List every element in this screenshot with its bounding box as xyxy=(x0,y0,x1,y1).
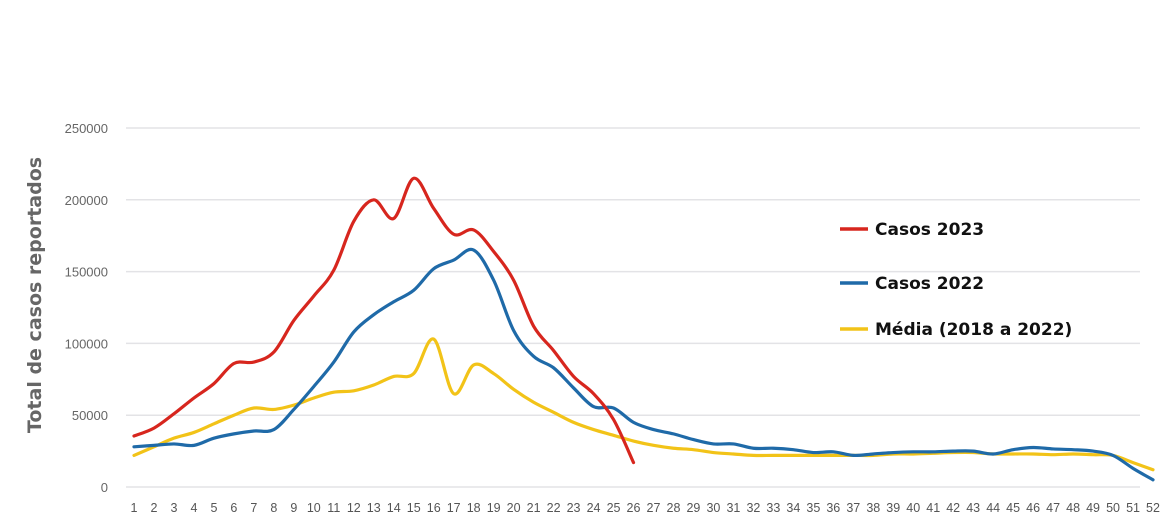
x-tick-label: 30 xyxy=(706,501,720,515)
x-tick-label: 5 xyxy=(210,501,217,515)
x-tick-label: 45 xyxy=(1006,501,1020,515)
x-tick-labels: 1 2 3 4 5 6 7 8 9 10 11 12 13 14 15 16 17 18 19 20 21 22 23 24 2… xyxy=(131,501,1160,515)
y-tick-label: 100000 xyxy=(65,336,108,351)
x-tick-label: 40 xyxy=(906,501,920,515)
y-tick-label: 200000 xyxy=(65,193,108,208)
x-tick-label: 36 xyxy=(826,501,840,515)
series-line-2 xyxy=(132,247,1155,482)
y-tick-label: 50000 xyxy=(72,408,108,423)
x-tick-label: 10 xyxy=(307,501,321,515)
series-line-3 xyxy=(132,337,1155,472)
gridlines xyxy=(126,127,1140,488)
x-tick-label: 33 xyxy=(766,501,780,515)
x-tick-label: 6 xyxy=(230,501,237,515)
x-tick-label: 31 xyxy=(726,501,740,515)
y-axis-label: Total de casos reportados xyxy=(24,157,46,433)
x-tick-label: 11 xyxy=(327,501,340,515)
y-tick-labels: 0 50000 100000 150000 200000 250000 xyxy=(65,121,108,495)
x-tick-label: 26 xyxy=(627,501,641,515)
x-tick-label: 4 xyxy=(190,501,197,515)
x-tick-label: 28 xyxy=(667,501,681,515)
x-tick-label: 3 xyxy=(170,501,177,515)
x-tick-label: 13 xyxy=(367,501,381,515)
x-tick-label: 42 xyxy=(946,501,960,515)
x-tick-label: 48 xyxy=(1066,501,1080,515)
x-tick-label: 20 xyxy=(507,501,521,515)
legend-label: Média (2018 a 2022) xyxy=(875,320,1072,340)
x-tick-label: 17 xyxy=(447,501,461,515)
x-tick-label: 27 xyxy=(647,501,661,515)
x-tick-label: 34 xyxy=(786,501,800,515)
x-tick-label: 50 xyxy=(1106,501,1120,515)
x-tick-label: 8 xyxy=(270,501,277,515)
legend-label: Casos 2022 xyxy=(875,274,984,294)
x-tick-label: 25 xyxy=(607,501,621,515)
series-line-1 xyxy=(132,176,636,465)
x-tick-label: 35 xyxy=(806,501,820,515)
x-tick-label: 47 xyxy=(1046,501,1060,515)
x-tick-label: 15 xyxy=(407,501,421,515)
x-tick-label: 39 xyxy=(886,501,900,515)
x-tick-label: 1 xyxy=(131,501,138,515)
x-tick-label: 19 xyxy=(487,501,501,515)
x-tick-label: 49 xyxy=(1086,501,1100,515)
x-tick-label: 14 xyxy=(387,501,401,515)
x-tick-label: 44 xyxy=(986,501,1000,515)
x-tick-label: 51 xyxy=(1126,501,1140,515)
y-tick-label: 250000 xyxy=(65,121,108,136)
series-lines xyxy=(132,176,1155,482)
x-tick-label: 41 xyxy=(926,501,940,515)
x-tick-label: 52 xyxy=(1146,501,1160,515)
x-tick-label: 23 xyxy=(567,501,581,515)
x-tick-label: 29 xyxy=(686,501,700,515)
legend: Casos 2023 Casos 2022 Média (2018 a 2022) xyxy=(840,220,1072,340)
x-tick-label: 43 xyxy=(966,501,980,515)
x-tick-label: 46 xyxy=(1026,501,1040,515)
x-tick-label: 22 xyxy=(547,501,561,515)
x-tick-label: 38 xyxy=(866,501,880,515)
x-tick-label: 16 xyxy=(427,501,441,515)
x-tick-label: 12 xyxy=(347,501,361,515)
y-tick-label: 0 xyxy=(101,480,108,495)
y-tick-label: 150000 xyxy=(65,265,108,280)
x-tick-label: 21 xyxy=(527,501,541,515)
x-tick-label: 7 xyxy=(250,501,257,515)
x-tick-label: 37 xyxy=(846,501,860,515)
x-tick-label: 2 xyxy=(151,501,158,515)
x-tick-label: 32 xyxy=(746,501,760,515)
x-tick-label: 9 xyxy=(290,501,297,515)
x-tick-label: 24 xyxy=(587,501,601,515)
x-tick-label: 18 xyxy=(467,501,481,515)
legend-label: Casos 2023 xyxy=(875,220,984,240)
